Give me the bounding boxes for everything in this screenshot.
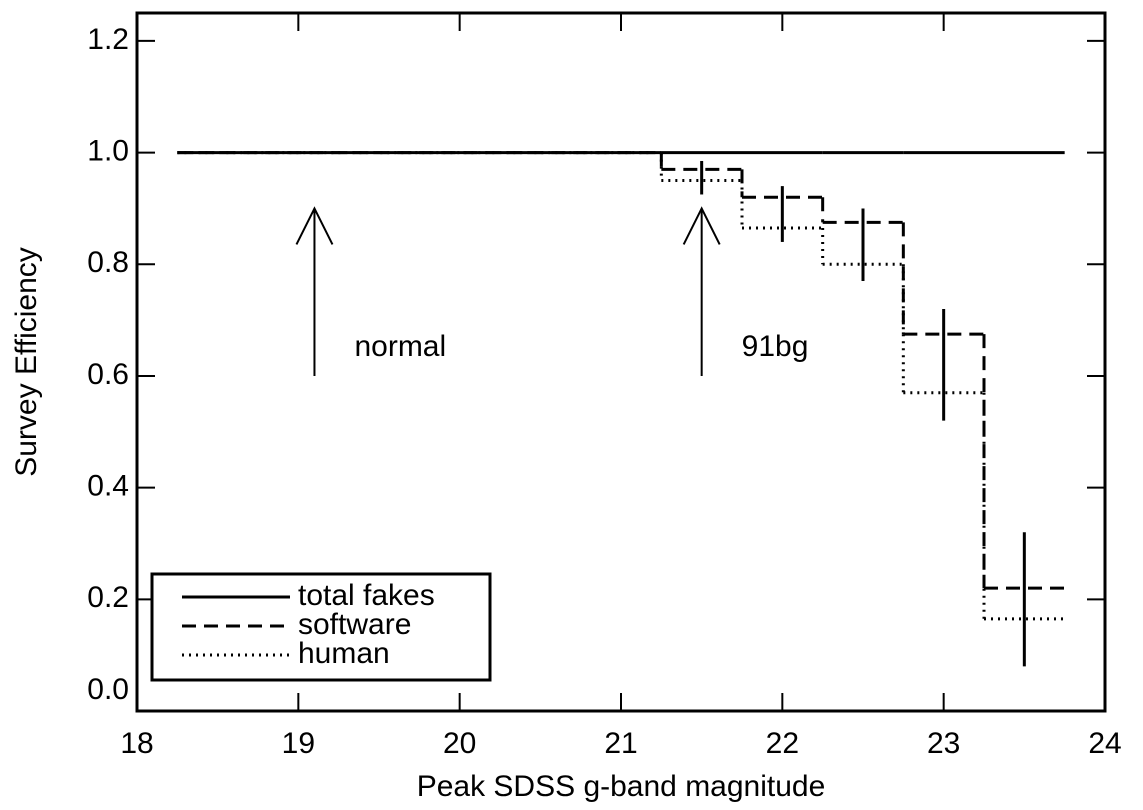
x-tick-label: 19 bbox=[282, 727, 315, 760]
x-tick-label: 20 bbox=[443, 727, 476, 760]
y-tick-label: 1.0 bbox=[87, 135, 129, 168]
y-tick-label: 0.0 bbox=[87, 673, 129, 706]
annotation-text: normal bbox=[354, 330, 446, 363]
legend-label: human bbox=[298, 637, 390, 670]
y-tick-label: 0.2 bbox=[87, 581, 129, 614]
y-tick-label: 0.4 bbox=[87, 470, 129, 503]
y-tick-label: 0.8 bbox=[87, 246, 129, 279]
x-tick-label: 23 bbox=[927, 727, 960, 760]
arrow-head bbox=[295, 206, 334, 245]
y-tick-label: 0.6 bbox=[87, 358, 129, 391]
y-tick-label: 1.2 bbox=[87, 23, 129, 56]
y-axis-title: Survey Efficiency bbox=[10, 247, 43, 477]
legend-label: total fakes bbox=[298, 579, 435, 612]
x-tick-label: 24 bbox=[1088, 727, 1121, 760]
arrow-head bbox=[682, 206, 721, 245]
x-tick-label: 18 bbox=[120, 727, 153, 760]
annotation-text: 91bg bbox=[742, 330, 809, 363]
x-tick-label: 21 bbox=[604, 727, 637, 760]
x-axis-title: Peak SDSS g-band magnitude bbox=[417, 770, 826, 803]
x-tick-label: 22 bbox=[766, 727, 799, 760]
legend-label: software bbox=[298, 608, 411, 641]
